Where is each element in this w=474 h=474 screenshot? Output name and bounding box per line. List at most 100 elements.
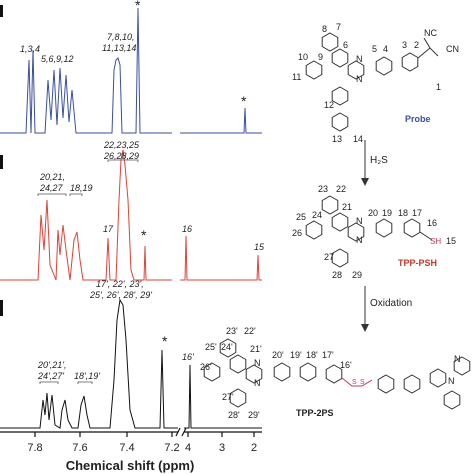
ring [299, 362, 317, 382]
atom-label: 25' [205, 342, 217, 352]
atom-label: 19 [382, 208, 392, 218]
spectrum-tpp-2ps [0, 298, 262, 429]
x-tick-label: 4 [185, 442, 191, 454]
x-axis-title: Chemical shift (ppm) [66, 458, 195, 473]
atom-label: 29' [248, 410, 260, 420]
ring [305, 220, 323, 240]
atom-label: 26 [292, 228, 302, 238]
atom-label: N [356, 54, 363, 64]
reaction-step: H₂S [370, 155, 388, 166]
peak-label: 7,8,10, [107, 32, 135, 42]
peak-label: 20,21, [39, 172, 65, 182]
atom-label: N [356, 74, 363, 84]
x-tick-label: 7.4 [119, 442, 134, 454]
atom-label: 13 [332, 134, 342, 144]
ring [331, 112, 349, 132]
atom-label: 22' [244, 326, 256, 336]
peak-label: 17 [103, 224, 114, 234]
x-tick-label: 7.8 [27, 442, 42, 454]
atom-label: 20 [368, 208, 378, 218]
peak-label: 24',27' [37, 371, 64, 381]
atom-label: N [356, 235, 363, 245]
x-tick-label: 2 [251, 442, 257, 454]
ring [375, 56, 393, 76]
atom-label: 29 [352, 270, 362, 280]
panel-marker [0, 155, 3, 169]
ring [401, 52, 419, 72]
ring [443, 390, 461, 410]
ring [331, 212, 349, 232]
atom-label: N [448, 376, 455, 386]
atom-label: 27 [324, 252, 334, 262]
peak-label: 5,6,9,12 [41, 54, 74, 64]
peak-label: 18',19' [74, 371, 100, 381]
spectrum-probe [0, 7, 262, 134]
compound-name: TPP-PSH [398, 258, 437, 268]
atom-label: 27' [222, 392, 234, 402]
x-tick-label: 7.6 [72, 442, 87, 454]
atom-label: 2 [414, 40, 419, 50]
atom-label: N [254, 358, 261, 368]
x-tick-label: 3 [219, 442, 225, 454]
axis-line [0, 427, 262, 437]
peak-label: 25', 26', 28', 29' [89, 290, 152, 300]
ring [321, 195, 339, 215]
atom-label: 23' [226, 326, 238, 336]
atom-label: 16' [340, 360, 352, 370]
atom-label: 24' [221, 342, 233, 352]
atom-label: 10 [298, 52, 308, 62]
atom-label: 22 [336, 184, 346, 194]
atom-label: 20' [272, 350, 284, 360]
atom-label: 7 [336, 22, 341, 32]
ring [305, 60, 323, 80]
bond [341, 377, 373, 387]
atom-label: CN [446, 44, 459, 54]
atom-label: 1 [436, 82, 441, 92]
ring [321, 32, 339, 52]
peak-label: 1,3,4 [20, 44, 40, 54]
atom-label: 8 [322, 24, 327, 34]
atom-label: 3 [402, 40, 407, 50]
atom-label: 15 [446, 236, 456, 246]
atom-label: 21 [342, 202, 352, 212]
peak-label: 26,28,29 [103, 151, 139, 161]
peak-label: 16 [182, 224, 192, 234]
atom-label: 6 [343, 40, 348, 50]
peak-label: 22,23,25 [103, 140, 140, 150]
atom-label: N [254, 378, 261, 388]
peak-label: 24,27 [39, 183, 64, 193]
atom-label: NC [424, 28, 437, 38]
atom-label: 9 [318, 52, 323, 62]
peak-label: * [141, 227, 147, 243]
atom-label: 23 [318, 184, 328, 194]
atom-label: S [360, 379, 365, 386]
ring [331, 48, 349, 68]
peak-label: * [135, 0, 141, 13]
ring [229, 354, 247, 374]
ring [273, 362, 291, 382]
atom-label: 4 [383, 44, 388, 54]
scheme: 8 7 10 9 6 11 5 4 3 2 NC CN 1 12 13 14 N… [200, 22, 471, 420]
x-tick-label: 7.2 [164, 442, 179, 454]
atom-label: 17 [412, 208, 422, 218]
panel-marker [0, 5, 3, 17]
bond [417, 37, 439, 59]
ring [331, 248, 349, 268]
atom-label: 24 [312, 210, 322, 220]
compound-name: TPP-2PS [296, 408, 334, 418]
atom-label: 18 [398, 208, 408, 218]
atom-label: 28 [332, 270, 342, 280]
peak-label: 18,19 [70, 183, 93, 193]
spectrum-tpp-psh [0, 149, 262, 281]
atom-label: 21' [250, 344, 262, 354]
atom-label: 11 [292, 72, 301, 82]
ring [377, 374, 395, 394]
atom-label: 18' [306, 350, 318, 360]
reaction-step: Oxidation [370, 298, 412, 309]
ring [403, 374, 421, 394]
ring [331, 86, 349, 106]
ring [429, 368, 447, 388]
atom-label: 12 [324, 100, 334, 110]
panel-marker [0, 300, 3, 316]
